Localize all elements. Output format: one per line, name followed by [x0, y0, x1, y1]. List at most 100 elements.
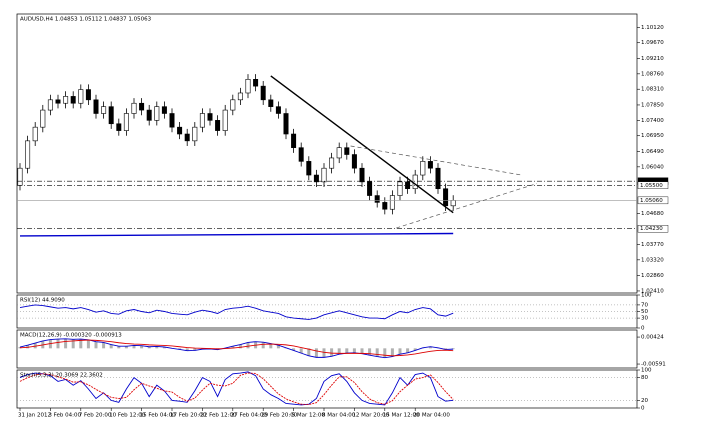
- price-level-box: [637, 181, 669, 189]
- x-tick-label: 27 Feb 04:00: [231, 413, 268, 419]
- candle-body: [215, 120, 221, 131]
- candle-body: [374, 195, 380, 203]
- candle-body: [78, 89, 84, 104]
- price-level-label: 1.05500: [640, 183, 663, 189]
- y-tick-label: 30: [641, 316, 648, 322]
- x-tick-label: 15 Mar 12:00: [383, 413, 420, 419]
- y-tick-label: 1.06490: [641, 149, 664, 155]
- panel-frame: [16, 13, 638, 294]
- candle-body: [283, 113, 289, 135]
- x-tick-label: 8 Mar 04:00: [322, 413, 356, 419]
- panel-title: Stoch(5,3,3) 20.3069 22.3602: [20, 373, 103, 379]
- panel-title: MACD(12,26,9) -0.000320 -0.000913: [20, 333, 122, 339]
- y-tick-label: 1.02860: [641, 273, 664, 279]
- histogram-bar: [406, 348, 410, 353]
- candle-body: [321, 167, 327, 183]
- x-tick-label: 31 Jan 2012: [18, 413, 51, 419]
- candle-body: [177, 126, 183, 135]
- panel-frame: [16, 329, 638, 369]
- panel-frame: [16, 369, 638, 409]
- y-tick-label: 50: [641, 309, 648, 315]
- histogram-bar: [368, 348, 372, 356]
- histogram-bar: [79, 339, 83, 349]
- y-tick-label: 1.06040: [641, 164, 664, 170]
- candle-body: [313, 174, 319, 183]
- candle-body: [17, 167, 23, 186]
- histogram-bar: [276, 345, 280, 349]
- candle-body: [329, 157, 335, 169]
- candle-body: [336, 147, 342, 159]
- candle-body: [85, 89, 91, 101]
- histogram-bar: [292, 348, 296, 351]
- y-tick-label: 0.00424: [641, 335, 664, 341]
- candle-body: [427, 161, 433, 169]
- panel-title: RSI(12) 44.9090: [20, 298, 65, 304]
- x-tick-label: 17 Feb 20:00: [170, 413, 207, 419]
- histogram-bar: [299, 348, 303, 354]
- candle-body: [367, 181, 373, 196]
- histogram-bar: [269, 343, 273, 349]
- y-tick-label: 1.08760: [641, 71, 664, 77]
- histogram-bar: [140, 345, 144, 349]
- candle-body: [306, 161, 312, 176]
- histogram-bar: [64, 338, 68, 349]
- histogram-bar: [246, 342, 250, 349]
- x-tick-label: 3 Feb 04:00: [48, 413, 81, 419]
- y-tick-label: 1.06950: [641, 133, 664, 139]
- histogram-bar: [360, 348, 364, 354]
- candle-body: [199, 113, 205, 128]
- histogram-bar: [337, 348, 341, 355]
- candle-body: [237, 92, 243, 101]
- candle-body: [230, 99, 236, 111]
- candle-body: [116, 123, 122, 131]
- y-tick-label: 0: [641, 406, 645, 412]
- histogram-bar: [132, 345, 136, 349]
- histogram-bar: [56, 339, 60, 349]
- price-level-box: [637, 196, 669, 205]
- histogram-bar: [102, 342, 106, 349]
- y-tick-label: 1.08310: [641, 87, 664, 93]
- candle-body: [123, 113, 129, 131]
- histogram-bar: [261, 342, 265, 349]
- candle-body: [359, 167, 365, 183]
- candle-body: [268, 99, 274, 107]
- candle-body: [420, 161, 426, 176]
- histogram-bar: [155, 346, 159, 349]
- candle-body: [169, 113, 175, 128]
- candle-body: [275, 106, 281, 114]
- y-tick-label: 100: [641, 293, 652, 299]
- indicator-line: [19, 339, 454, 357]
- trendline: [350, 145, 522, 176]
- candle-body: [435, 167, 441, 190]
- candle-body: [101, 106, 107, 114]
- candle-body: [450, 200, 456, 207]
- indicator-line: [19, 372, 454, 406]
- y-tick-label: -0.00591: [641, 362, 666, 368]
- candle-body: [412, 174, 418, 190]
- candle-body: [397, 181, 403, 196]
- y-tick-label: 80: [641, 375, 648, 381]
- y-tick-label: 20: [641, 398, 648, 404]
- histogram-bar: [307, 348, 311, 356]
- x-tick-label: 7 Feb 20:00: [79, 413, 112, 419]
- histogram-bar: [383, 348, 387, 358]
- histogram-bar: [352, 348, 356, 353]
- histogram-bar: [124, 346, 128, 349]
- candle-body: [93, 99, 99, 114]
- x-tick-label: 5 Mar 12:00: [292, 413, 326, 419]
- x-tick-label: 20 Mar 04:00: [413, 413, 450, 419]
- y-tick-label: 70: [641, 302, 648, 308]
- candle-body: [298, 147, 304, 162]
- candle-body: [55, 99, 61, 104]
- histogram-bar: [86, 339, 90, 349]
- histogram-bar: [147, 346, 151, 349]
- x-tick-label: 29 Feb 20:00: [261, 413, 298, 419]
- moving-average: [19, 232, 454, 237]
- y-tick-label: 1.03770: [641, 242, 664, 248]
- candle-body: [351, 154, 357, 169]
- indicator-line: [19, 304, 454, 320]
- candle-body: [222, 109, 228, 131]
- candle-body: [443, 188, 449, 207]
